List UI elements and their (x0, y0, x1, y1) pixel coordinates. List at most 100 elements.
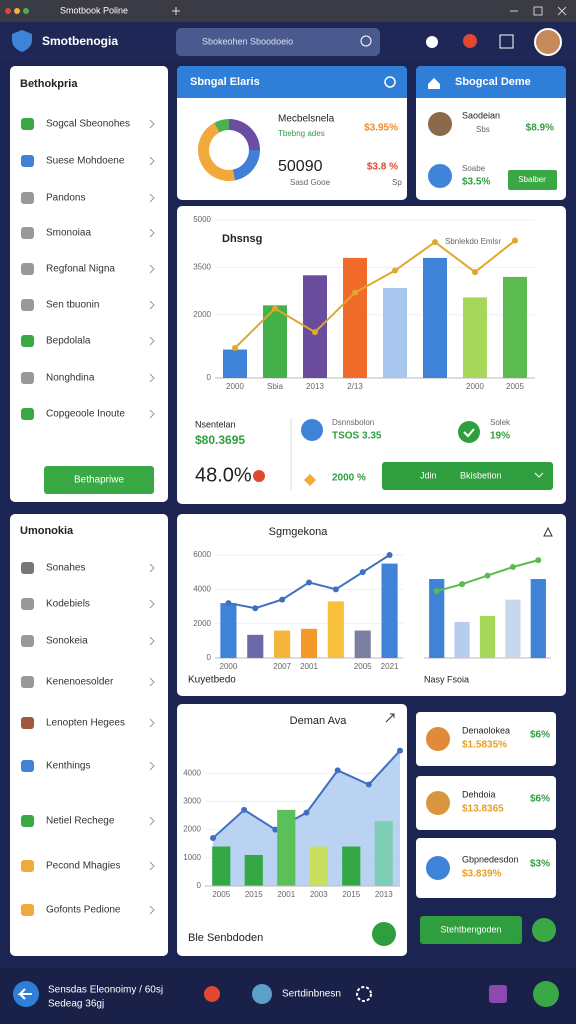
button-label[interactable]: Jdin (420, 470, 437, 480)
chart-title: Deman Ava (290, 715, 348, 727)
menu-item[interactable]: Netiel Rechege (46, 816, 115, 827)
card-button[interactable] (508, 170, 557, 190)
avatar (426, 727, 450, 751)
header-icon[interactable] (426, 36, 438, 48)
menu-item[interactable]: Sonokeia (46, 636, 88, 647)
stat-value: TSOS 3.35 (332, 431, 382, 442)
brand[interactable]: Smotbenogia (42, 34, 118, 48)
y-tick-label: 6000 (193, 550, 211, 559)
settings-icon[interactable] (356, 986, 372, 1002)
button-label[interactable]: Stehtbengoden (440, 924, 501, 934)
footer-icon[interactable] (204, 986, 220, 1002)
menu-icon (21, 904, 34, 916)
y-tick-label: 0 (207, 653, 212, 662)
button-label[interactable]: Bkisbetion (460, 470, 502, 480)
donut-slice (214, 119, 229, 133)
fab[interactable] (532, 918, 556, 942)
menu-icon (21, 598, 34, 610)
sidebar-button-label[interactable]: Bethapriwe (74, 475, 124, 486)
card-title: Sbngal Elaris (190, 76, 260, 88)
mini-name: Dehdoia (462, 789, 496, 799)
stat-label: Nsentelan (195, 419, 236, 429)
window-dot[interactable] (14, 8, 20, 14)
bar (503, 276, 527, 378)
menu-icon (21, 676, 34, 688)
stat-value: 19% (490, 431, 510, 442)
avatar (426, 791, 450, 815)
menu-item[interactable]: Copgeoole Inoute (46, 409, 125, 420)
chart-title: Dhsnsg (222, 233, 262, 245)
menu-item[interactable]: Pandons (46, 193, 85, 204)
trend-point (359, 569, 366, 576)
y-tick-label: 2000 (183, 825, 201, 834)
footer-button[interactable] (533, 981, 559, 1007)
y-tick-label: 5000 (193, 215, 211, 224)
trend-point (365, 781, 372, 788)
tab-title[interactable]: Smotbook Poline (60, 5, 128, 15)
notification-icon[interactable] (463, 34, 477, 48)
metric-value: $3.8 % (367, 162, 398, 173)
arrow[interactable] (17, 988, 32, 1000)
sidebar-button[interactable] (44, 466, 154, 494)
x-tick-label: 2005 (212, 890, 230, 899)
menu-item[interactable]: Regfonal Nigna (46, 264, 115, 275)
menu-item[interactable]: Sen tbuonin (46, 300, 99, 311)
search-icon[interactable] (360, 35, 372, 47)
search-box[interactable] (176, 28, 380, 56)
menu-item[interactable]: Kenthings (46, 761, 90, 772)
grid-icon[interactable] (499, 34, 514, 49)
trend-point (232, 344, 238, 351)
x-tick-label: 2005 (506, 382, 524, 391)
person-sub: Sbs (476, 125, 490, 134)
card-title: Sbogcal Deme (455, 76, 531, 88)
bar (463, 297, 487, 378)
refresh-icon[interactable] (384, 76, 396, 88)
window-controls[interactable] (510, 6, 567, 16)
bar (343, 257, 367, 378)
menu-item[interactable]: Smonoiaa (46, 228, 91, 239)
bar (247, 634, 264, 658)
expand-icon[interactable] (385, 713, 395, 723)
footer-avatar[interactable] (252, 984, 272, 1004)
menu-item[interactable]: Sogcal Sbeonohes (46, 119, 130, 130)
menu-item[interactable]: Kodebiels (46, 599, 90, 610)
x-tick-label: 2021 (381, 662, 399, 671)
metric-label: Mecbelsnela (278, 114, 335, 125)
menu-icon (21, 815, 34, 827)
mini-value: $1.5835% (462, 740, 507, 751)
action-button[interactable] (382, 462, 553, 490)
menu-icon (21, 408, 34, 420)
menu-item[interactable]: Suese Mohdoene (46, 156, 125, 167)
card-icon[interactable] (543, 526, 553, 537)
chevron (149, 599, 155, 609)
menu-item[interactable]: Bepdolala (46, 336, 91, 347)
chevron (149, 156, 155, 166)
trend-point (303, 809, 310, 816)
window-dot[interactable] (5, 8, 11, 14)
window-dot[interactable] (23, 8, 29, 14)
card (177, 66, 407, 200)
fab[interactable] (372, 922, 396, 946)
new-tab[interactable] (172, 7, 180, 15)
menu-item[interactable]: Sonahes (46, 563, 85, 574)
menu-item[interactable]: Nonghdina (46, 373, 95, 384)
trend-point (472, 269, 478, 276)
x-tick-label: 2001 (300, 662, 318, 671)
chevron[interactable] (534, 472, 544, 478)
chevron (149, 718, 155, 728)
search-placeholder[interactable]: Sbokeohen Sboodoeio (202, 36, 293, 46)
card-button-label[interactable]: Sbalber (518, 175, 546, 184)
x-tick-label: 2015 (245, 890, 263, 899)
menu-item[interactable]: Gofonts Pedione (46, 905, 121, 916)
sidebar-title: Umonokia (20, 525, 74, 537)
stat-big: 48.0% (195, 464, 252, 486)
menu-item[interactable]: Pecond Mhagies (46, 861, 121, 872)
footer-icon[interactable] (489, 985, 507, 1003)
menu-item[interactable]: Kenenoesolder (46, 677, 114, 688)
logo[interactable] (12, 30, 32, 52)
action-button[interactable] (420, 916, 522, 944)
user-avatar[interactable] (534, 28, 562, 56)
menu-item[interactable]: Lenopten Hegees (46, 718, 125, 729)
home-icon[interactable] (428, 78, 440, 89)
